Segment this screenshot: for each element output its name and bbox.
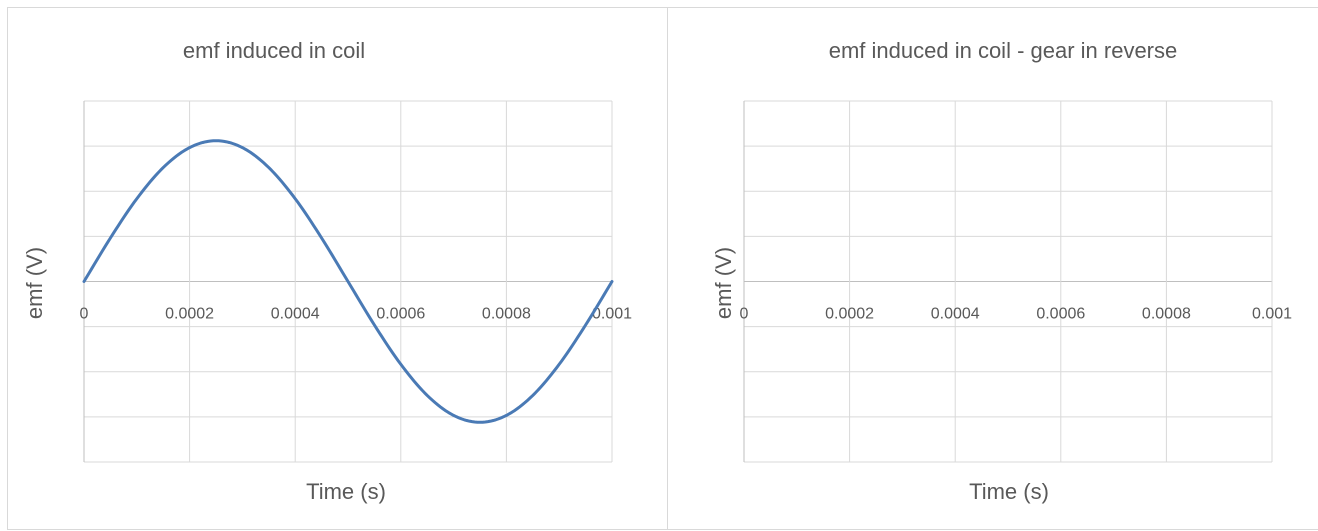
x-tick-label: 0.0002	[825, 306, 874, 323]
chart-emf-reverse: emf induced in coil - gear in reverse 0 0…	[711, 38, 1292, 504]
y-axis-label: emf (V)	[22, 247, 47, 319]
x-tick-label: 0.0006	[1036, 306, 1085, 323]
x-tick-label: 0.0004	[271, 306, 320, 323]
x-tick-label: 0.001	[592, 306, 632, 323]
x-tick-label: 0.0008	[482, 306, 531, 323]
chart-title: emf induced in coil - gear in reverse	[829, 38, 1178, 63]
x-tick-label: 0.0006	[376, 306, 425, 323]
x-tick-label: 0.0008	[1142, 306, 1191, 323]
x-tick-label: 0	[740, 306, 749, 323]
y-axis-label: emf (V)	[711, 247, 736, 319]
chart-panel-emf: emf induced in coil 0 0.0002 0.0004 0.0006 0…	[7, 7, 668, 530]
x-tick-label: 0.0002	[165, 306, 214, 323]
x-tick-label: 0	[80, 306, 89, 323]
x-tick-label: 0.0004	[931, 306, 980, 323]
x-axis-label: Time (s)	[306, 479, 386, 504]
x-axis-label: Time (s)	[969, 479, 1049, 504]
chart-title: emf induced in coil	[183, 38, 365, 63]
chart-emf: emf induced in coil 0 0.0002 0.0004 0.0006 0…	[22, 38, 632, 504]
chart-panel-emf-reverse: emf induced in coil - gear in reverse 0 0…	[667, 7, 1318, 530]
series-line	[82, 139, 614, 424]
x-tick-label: 0.001	[1252, 306, 1292, 323]
